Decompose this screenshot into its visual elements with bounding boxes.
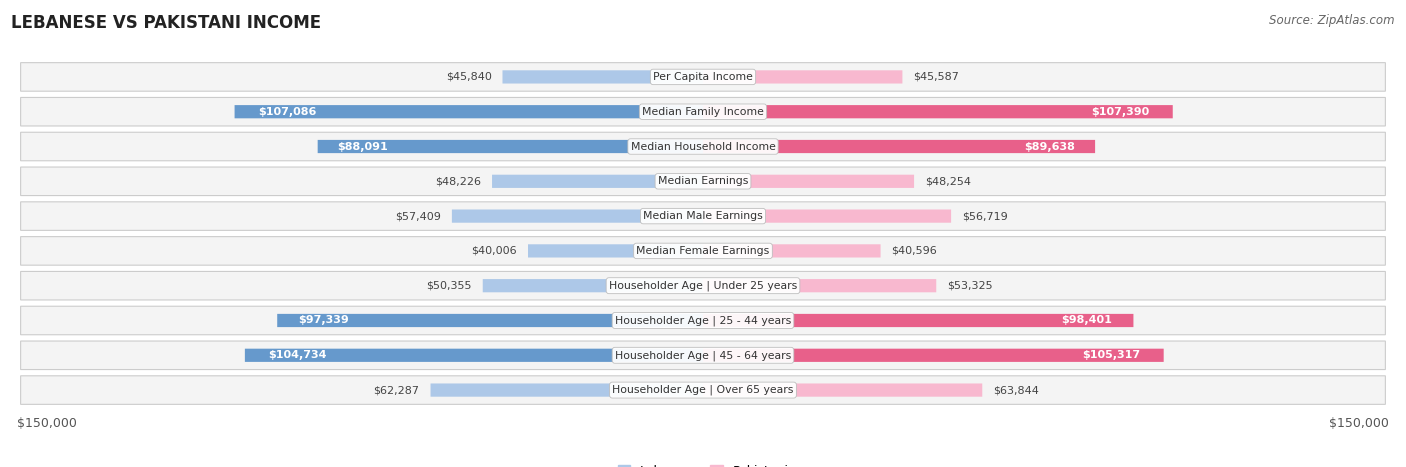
FancyBboxPatch shape — [703, 71, 903, 84]
Text: Source: ZipAtlas.com: Source: ZipAtlas.com — [1270, 14, 1395, 27]
FancyBboxPatch shape — [21, 271, 1385, 300]
Legend: Lebanese, Pakistani: Lebanese, Pakistani — [613, 460, 793, 467]
FancyBboxPatch shape — [21, 202, 1385, 230]
FancyBboxPatch shape — [21, 63, 1385, 91]
Text: Per Capita Income: Per Capita Income — [652, 72, 754, 82]
FancyBboxPatch shape — [703, 314, 1133, 327]
Text: $45,840: $45,840 — [446, 72, 492, 82]
Text: $88,091: $88,091 — [337, 142, 388, 151]
Text: Householder Age | 25 - 44 years: Householder Age | 25 - 44 years — [614, 315, 792, 326]
Text: $105,317: $105,317 — [1083, 350, 1140, 360]
Text: $50,355: $50,355 — [426, 281, 472, 290]
FancyBboxPatch shape — [703, 210, 950, 223]
FancyBboxPatch shape — [277, 314, 703, 327]
FancyBboxPatch shape — [318, 140, 703, 153]
FancyBboxPatch shape — [492, 175, 703, 188]
Text: $56,719: $56,719 — [962, 211, 1008, 221]
Text: Householder Age | Over 65 years: Householder Age | Over 65 years — [612, 385, 794, 396]
Text: $40,006: $40,006 — [471, 246, 517, 256]
FancyBboxPatch shape — [21, 132, 1385, 161]
Text: $63,844: $63,844 — [993, 385, 1039, 395]
Text: $48,254: $48,254 — [925, 177, 972, 186]
FancyBboxPatch shape — [21, 237, 1385, 265]
Text: $107,086: $107,086 — [259, 107, 316, 117]
Text: $89,638: $89,638 — [1025, 142, 1076, 151]
FancyBboxPatch shape — [21, 376, 1385, 404]
FancyBboxPatch shape — [703, 244, 880, 257]
Text: Householder Age | Under 25 years: Householder Age | Under 25 years — [609, 281, 797, 291]
Text: Median Male Earnings: Median Male Earnings — [643, 211, 763, 221]
Text: Median Female Earnings: Median Female Earnings — [637, 246, 769, 256]
Text: $107,390: $107,390 — [1091, 107, 1149, 117]
FancyBboxPatch shape — [703, 175, 914, 188]
Text: Median Earnings: Median Earnings — [658, 177, 748, 186]
FancyBboxPatch shape — [235, 105, 703, 118]
FancyBboxPatch shape — [430, 383, 703, 396]
FancyBboxPatch shape — [502, 71, 703, 84]
FancyBboxPatch shape — [703, 383, 983, 396]
FancyBboxPatch shape — [21, 167, 1385, 196]
Text: Median Family Income: Median Family Income — [643, 107, 763, 117]
Text: $104,734: $104,734 — [267, 350, 326, 360]
Text: Median Household Income: Median Household Income — [630, 142, 776, 151]
Text: Householder Age | 45 - 64 years: Householder Age | 45 - 64 years — [614, 350, 792, 361]
FancyBboxPatch shape — [451, 210, 703, 223]
Text: $53,325: $53,325 — [948, 281, 993, 290]
FancyBboxPatch shape — [482, 279, 703, 292]
FancyBboxPatch shape — [245, 349, 703, 362]
FancyBboxPatch shape — [703, 105, 1173, 118]
Text: $40,596: $40,596 — [891, 246, 938, 256]
Text: $62,287: $62,287 — [374, 385, 419, 395]
FancyBboxPatch shape — [703, 140, 1095, 153]
Text: $48,226: $48,226 — [434, 177, 481, 186]
FancyBboxPatch shape — [21, 341, 1385, 369]
Text: $98,401: $98,401 — [1062, 316, 1112, 325]
FancyBboxPatch shape — [21, 98, 1385, 126]
Text: $57,409: $57,409 — [395, 211, 441, 221]
FancyBboxPatch shape — [703, 279, 936, 292]
FancyBboxPatch shape — [21, 306, 1385, 335]
FancyBboxPatch shape — [703, 349, 1164, 362]
Text: LEBANESE VS PAKISTANI INCOME: LEBANESE VS PAKISTANI INCOME — [11, 14, 322, 32]
FancyBboxPatch shape — [529, 244, 703, 257]
Text: $97,339: $97,339 — [298, 316, 349, 325]
Text: $45,587: $45,587 — [914, 72, 959, 82]
